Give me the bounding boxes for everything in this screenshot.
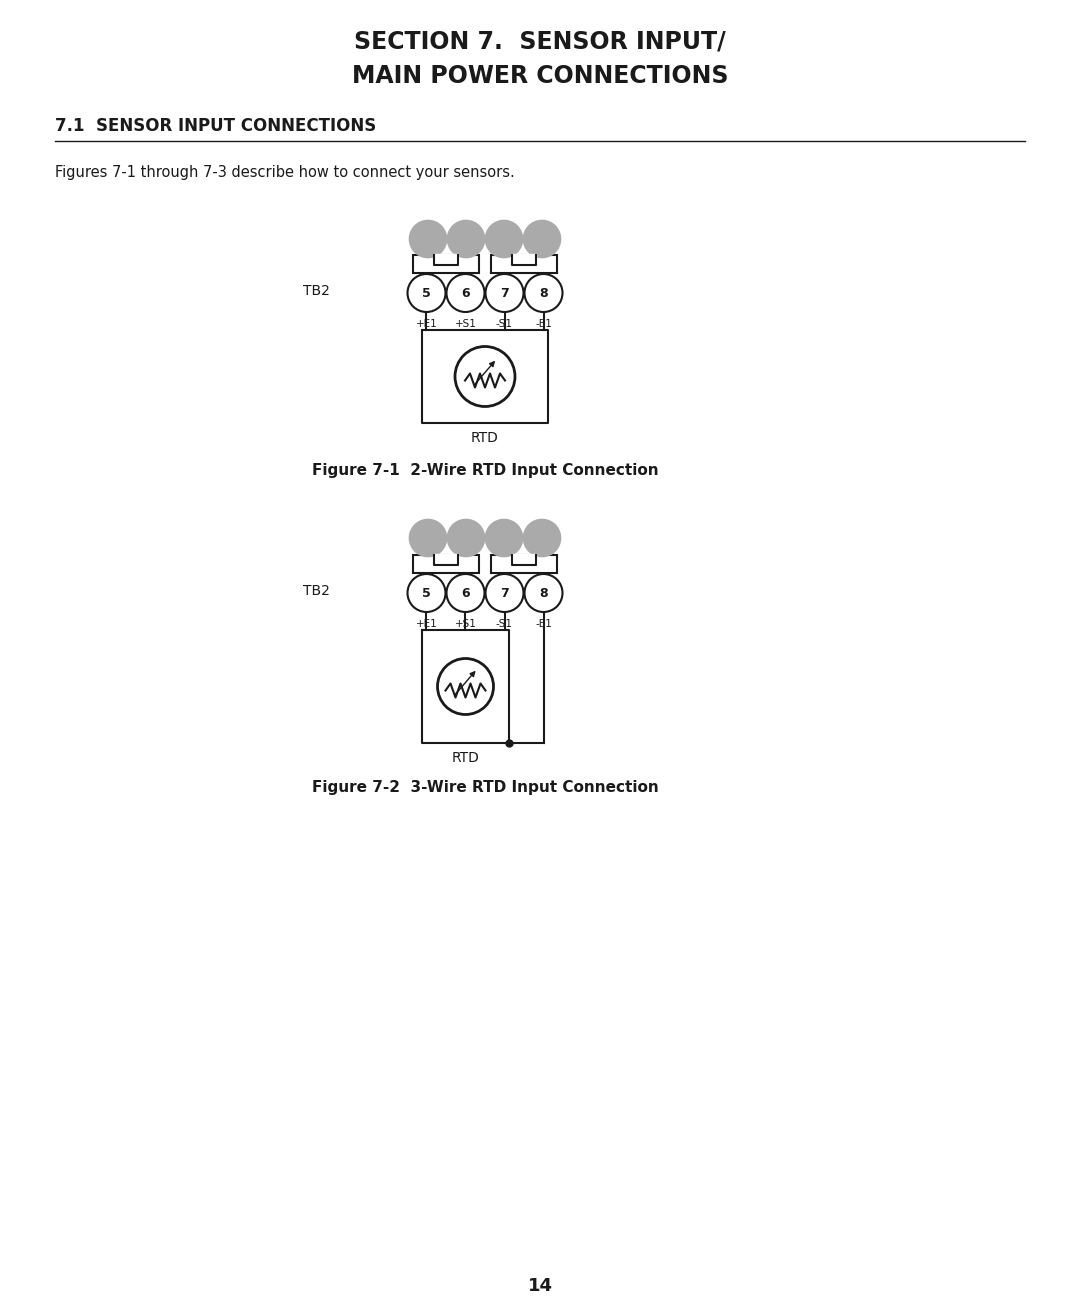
Text: 4: 4	[538, 232, 546, 245]
Text: 2: 2	[461, 531, 471, 544]
Text: Figures 7-1 through 7-3 describe how to connect your sensors.: Figures 7-1 through 7-3 describe how to …	[55, 165, 515, 181]
Text: 1: 1	[423, 232, 432, 245]
Text: -E1: -E1	[535, 319, 552, 329]
Text: 5: 5	[422, 287, 431, 299]
Text: -S1: -S1	[496, 619, 513, 629]
Text: +S1: +S1	[455, 619, 476, 629]
Text: +E1: +E1	[416, 619, 437, 629]
Text: +S1: +S1	[455, 319, 476, 329]
Text: 7: 7	[500, 586, 509, 599]
Text: Figure 7-1  2-Wire RTD Input Connection: Figure 7-1 2-Wire RTD Input Connection	[312, 463, 659, 479]
Text: SECTION 7.  SENSOR INPUT/: SECTION 7. SENSOR INPUT/	[354, 29, 726, 52]
Circle shape	[524, 220, 561, 257]
Circle shape	[437, 658, 494, 714]
Circle shape	[447, 220, 485, 257]
Text: 2: 2	[461, 232, 471, 245]
Text: MAIN POWER CONNECTIONS: MAIN POWER CONNECTIONS	[352, 64, 728, 88]
Text: 1: 1	[423, 531, 432, 544]
Circle shape	[447, 519, 485, 556]
Circle shape	[446, 574, 485, 612]
Circle shape	[486, 220, 523, 257]
Circle shape	[409, 519, 446, 556]
Text: 7.1  SENSOR INPUT CONNECTIONS: 7.1 SENSOR INPUT CONNECTIONS	[55, 117, 376, 135]
Text: RTD: RTD	[471, 431, 499, 444]
Text: +E1: +E1	[416, 319, 437, 329]
Circle shape	[446, 274, 485, 312]
Text: 3: 3	[500, 232, 509, 245]
Text: TB2: TB2	[303, 284, 330, 298]
Text: 8: 8	[539, 287, 548, 299]
Text: 8: 8	[539, 586, 548, 599]
Text: -E1: -E1	[535, 619, 552, 629]
Text: 6: 6	[461, 287, 470, 299]
FancyBboxPatch shape	[414, 555, 478, 573]
FancyBboxPatch shape	[491, 256, 557, 273]
Text: 4: 4	[538, 531, 546, 544]
Circle shape	[407, 274, 445, 312]
Circle shape	[486, 519, 523, 556]
FancyBboxPatch shape	[491, 555, 557, 573]
Text: 3: 3	[500, 531, 509, 544]
Circle shape	[524, 519, 561, 556]
Text: -S1: -S1	[496, 319, 513, 329]
FancyBboxPatch shape	[414, 256, 478, 273]
Text: 7: 7	[500, 287, 509, 299]
Text: TB2: TB2	[303, 583, 330, 598]
Circle shape	[525, 274, 563, 312]
Text: Figure 7-2  3-Wire RTD Input Connection: Figure 7-2 3-Wire RTD Input Connection	[312, 780, 659, 794]
Text: 14: 14	[527, 1277, 553, 1295]
Text: 5: 5	[422, 586, 431, 599]
Circle shape	[486, 574, 524, 612]
Text: 6: 6	[461, 586, 470, 599]
Circle shape	[455, 346, 515, 406]
Text: RTD: RTD	[451, 751, 480, 766]
Circle shape	[409, 220, 446, 257]
Circle shape	[525, 574, 563, 612]
Circle shape	[486, 274, 524, 312]
Circle shape	[407, 574, 445, 612]
